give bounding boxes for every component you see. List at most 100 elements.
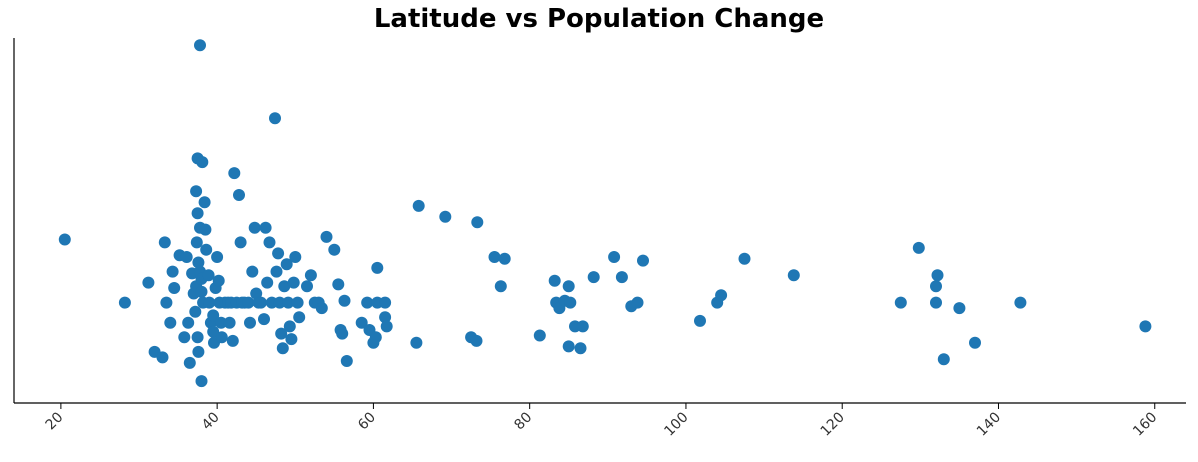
data-point — [410, 336, 423, 349]
data-point — [562, 280, 575, 293]
data-point — [587, 271, 600, 284]
data-point — [273, 296, 286, 309]
data-point — [282, 296, 295, 309]
data-point — [488, 251, 501, 263]
data-point — [533, 329, 546, 342]
data-point — [183, 356, 196, 369]
data-point — [912, 241, 925, 254]
data-point — [182, 316, 195, 329]
data-point — [142, 276, 155, 289]
data-point — [287, 276, 300, 289]
data-point — [304, 269, 317, 282]
data-point — [285, 333, 298, 346]
data-point — [215, 316, 228, 329]
data-point — [211, 251, 224, 263]
data-point — [361, 296, 374, 309]
data-point — [1014, 296, 1027, 309]
x-tick-label: 160 — [1130, 409, 1160, 439]
data-point — [315, 302, 328, 315]
data-point — [191, 207, 204, 220]
data-point — [242, 296, 255, 309]
data-point — [261, 276, 274, 289]
data-point — [178, 331, 191, 344]
data-point — [340, 355, 353, 367]
data-point — [276, 342, 289, 355]
data-point — [275, 327, 288, 340]
data-point — [787, 269, 800, 282]
data-point — [564, 296, 577, 309]
data-point — [190, 236, 203, 249]
data-point — [738, 252, 751, 265]
data-point — [207, 325, 220, 338]
data-point — [212, 274, 225, 287]
data-point — [320, 230, 333, 243]
chart-title: Latitude vs Population Change — [374, 4, 824, 34]
data-points — [58, 39, 1152, 388]
data-point — [574, 342, 587, 355]
data-point — [263, 236, 276, 249]
data-point — [930, 296, 942, 309]
data-point — [198, 196, 211, 209]
data-point — [259, 221, 272, 234]
data-point — [937, 353, 950, 366]
data-point — [283, 320, 296, 333]
data-point — [931, 269, 944, 282]
data-point — [278, 280, 291, 293]
data-point — [894, 296, 907, 309]
data-point — [200, 243, 213, 256]
x-tick-label: 20 — [43, 409, 67, 433]
data-point — [180, 251, 193, 263]
data-point — [246, 265, 259, 278]
data-point — [202, 269, 215, 282]
data-point — [191, 331, 204, 344]
data-point — [164, 316, 177, 329]
data-point — [336, 327, 349, 340]
data-point — [250, 287, 263, 300]
data-point — [615, 271, 628, 284]
data-point — [379, 296, 392, 309]
data-point — [272, 247, 285, 260]
data-point — [471, 216, 484, 229]
data-point — [293, 311, 306, 324]
data-point — [576, 320, 589, 333]
data-point — [608, 251, 621, 263]
data-point — [270, 265, 283, 278]
data-point — [248, 221, 261, 234]
data-point — [195, 285, 208, 298]
data-point — [969, 336, 981, 349]
data-point — [291, 296, 304, 309]
data-point — [196, 156, 209, 169]
data-point — [953, 302, 966, 315]
data-point — [332, 278, 345, 291]
data-point — [371, 261, 384, 274]
data-point — [215, 331, 228, 344]
data-point — [494, 280, 507, 293]
data-point — [269, 112, 281, 125]
data-point — [234, 236, 247, 249]
data-point — [228, 167, 241, 180]
data-point — [226, 334, 239, 347]
data-point — [498, 252, 511, 265]
data-point — [301, 280, 313, 293]
data-point — [1139, 320, 1152, 333]
data-point — [190, 185, 203, 198]
data-point — [233, 189, 245, 201]
data-point — [562, 340, 575, 353]
data-point — [223, 316, 236, 329]
data-point — [194, 39, 206, 52]
data-point — [244, 316, 256, 329]
data-point — [258, 313, 270, 326]
data-point — [631, 296, 644, 309]
data-point — [280, 258, 293, 271]
data-point — [160, 296, 173, 309]
x-tick-label: 80 — [511, 409, 535, 433]
data-point — [694, 314, 706, 327]
data-point — [192, 256, 205, 269]
data-point — [338, 294, 351, 307]
data-point — [715, 289, 728, 302]
data-point — [195, 375, 208, 388]
x-tick-label: 40 — [199, 409, 223, 433]
data-point — [637, 254, 649, 267]
x-tick-label: 60 — [355, 409, 379, 433]
